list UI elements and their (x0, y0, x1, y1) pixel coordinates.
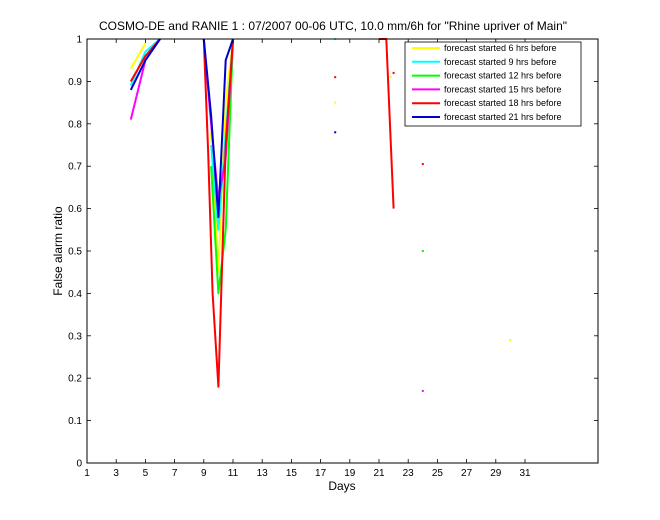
x-tick-label: 19 (344, 468, 356, 479)
x-tick-label: 1 (84, 468, 90, 479)
series-line (202, 38, 234, 219)
y-tick-label: 0.1 (68, 416, 82, 427)
series-line (202, 38, 234, 388)
legend-entry: forecast started 18 hrs before (444, 98, 562, 108)
x-tick-label: 21 (373, 468, 385, 479)
y-tick-label: 0.6 (68, 204, 82, 215)
series-point (389, 76, 392, 79)
legend-entry: forecast started 9 hrs before (444, 57, 557, 67)
x-tick-label: 25 (432, 468, 444, 479)
series-point (334, 101, 337, 104)
legend-entry: forecast started 15 hrs before (444, 84, 562, 94)
series-point (421, 250, 424, 252)
y-tick-label: 0 (76, 459, 82, 470)
y-tick-label: 0.2 (68, 374, 82, 385)
series-line (129, 38, 161, 91)
x-tick-label: 7 (172, 468, 178, 479)
y-tick-label: 0.4 (68, 289, 82, 300)
x-tick-label: 29 (490, 468, 502, 479)
y-tick-label: 1 (76, 35, 82, 46)
legend: forecast started 6 hrs before forecast st… (404, 41, 582, 127)
legend-entry: forecast started 12 hrs before (444, 71, 562, 81)
x-tick-label: 13 (257, 468, 269, 479)
x-tick-label: 17 (315, 468, 327, 479)
x-tick-label: 11 (228, 468, 239, 479)
x-tick-label: 3 (113, 468, 119, 479)
series-point (334, 76, 337, 79)
x-tick-label: 31 (519, 468, 531, 479)
series-point (509, 339, 512, 342)
series-6 (129, 38, 337, 219)
series-point (334, 131, 337, 134)
x-tick-label: 27 (461, 468, 473, 479)
y-axis-label: False alarm ratio (51, 206, 65, 296)
x-axis-label: Days (328, 479, 355, 493)
series-point (421, 163, 424, 166)
series-line (129, 42, 147, 70)
x-tick-label: 15 (286, 468, 298, 479)
x-tick-label: 9 (201, 468, 207, 479)
series-point (421, 389, 424, 392)
series-point (392, 71, 395, 74)
series-layer (129, 38, 512, 392)
y-tick-label: 0.9 (68, 77, 82, 88)
y-tick-label: 0.8 (68, 119, 82, 130)
y-tick-label: 0.3 (68, 331, 82, 342)
y-tick-label: 0.5 (68, 247, 82, 258)
legend-entry: forecast started 21 hrs before (444, 112, 562, 122)
x-tick-label: 23 (403, 468, 415, 479)
x-axis: 1 3 5 7 9 11 13 15 17 19 21 23 25 27 29 31 (84, 39, 531, 479)
y-tick-label: 0.7 (68, 162, 82, 173)
legend-entry: forecast started 6 hrs before (444, 43, 557, 53)
y-axis: 0 0.1 0.2 0.3 0.4 0.5 0.6 0.7 0.8 0.9 1 (68, 35, 598, 470)
x-tick-label: 5 (143, 468, 149, 479)
legend-box (404, 41, 582, 127)
chart-title: COSMO-DE and RANIE 1 : 07/2007 00-06 UTC… (99, 19, 567, 33)
